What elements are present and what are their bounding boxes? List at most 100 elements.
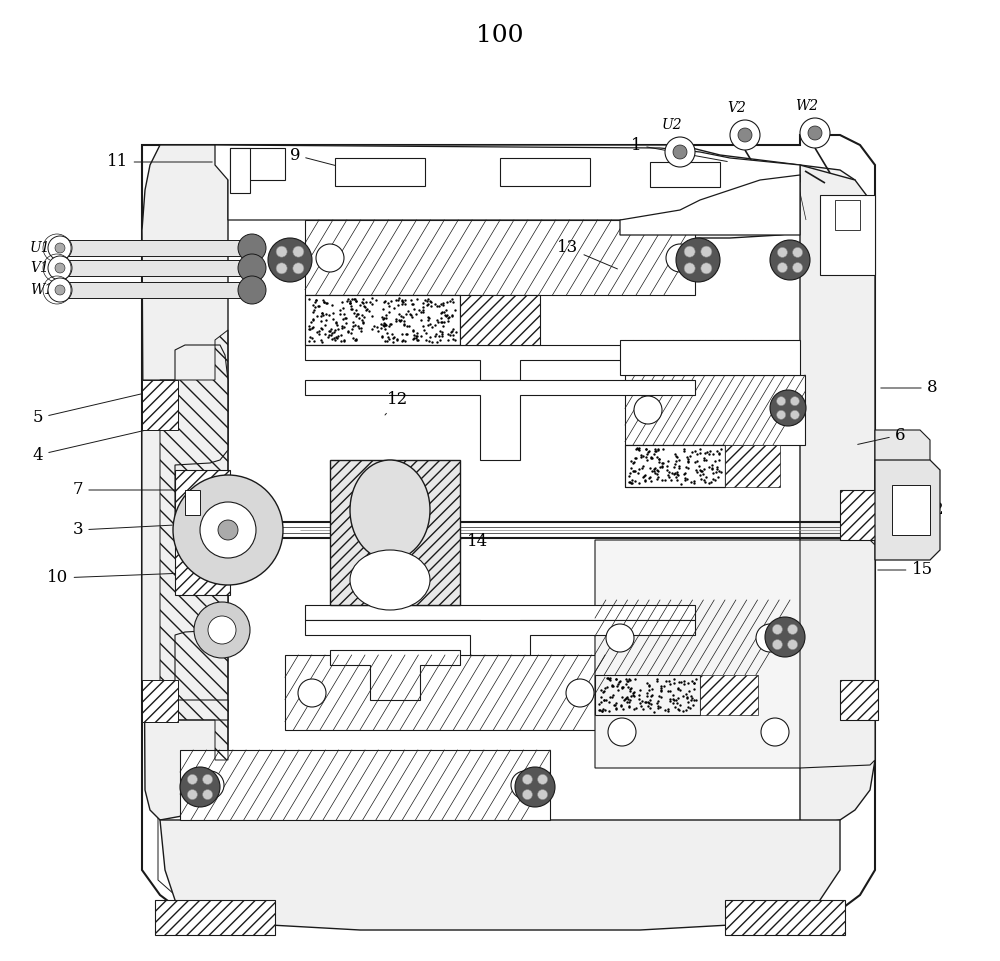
Point — [376, 294, 392, 309]
Point — [385, 334, 401, 350]
Bar — [820, 195, 875, 275]
Point — [612, 674, 628, 689]
Point — [332, 307, 348, 322]
Point — [600, 671, 616, 686]
Text: 7: 7 — [73, 481, 215, 499]
Point — [444, 291, 460, 307]
Point — [608, 672, 624, 687]
Point — [321, 324, 337, 339]
Circle shape — [790, 410, 799, 419]
Circle shape — [684, 246, 695, 258]
Bar — [230, 148, 285, 180]
Point — [672, 698, 688, 713]
Point — [677, 472, 693, 487]
Circle shape — [793, 247, 803, 258]
Point — [311, 298, 327, 313]
Point — [324, 297, 340, 312]
Point — [311, 326, 327, 341]
Point — [625, 685, 641, 701]
Point — [439, 294, 455, 309]
Point — [395, 333, 411, 348]
Point — [434, 327, 450, 342]
Point — [622, 692, 638, 707]
Point — [659, 458, 675, 474]
Text: 11: 11 — [107, 154, 212, 170]
Point — [340, 323, 356, 338]
Point — [395, 294, 411, 309]
Point — [438, 303, 454, 318]
Point — [593, 682, 609, 698]
Point — [705, 472, 721, 487]
Point — [376, 318, 392, 333]
Point — [669, 472, 685, 487]
Circle shape — [790, 397, 799, 406]
Point — [384, 327, 400, 342]
Point — [696, 461, 712, 477]
Point — [670, 468, 686, 483]
Point — [307, 299, 323, 314]
Point — [386, 330, 402, 345]
Circle shape — [208, 616, 236, 644]
Point — [315, 292, 331, 308]
Point — [359, 301, 375, 316]
Point — [369, 320, 385, 335]
Point — [301, 333, 317, 349]
Point — [434, 324, 450, 339]
Point — [621, 700, 637, 715]
Polygon shape — [160, 145, 858, 245]
Point — [692, 462, 708, 478]
Point — [323, 327, 339, 342]
Point — [422, 293, 438, 308]
Polygon shape — [215, 145, 800, 220]
Point — [416, 322, 432, 337]
Point — [336, 319, 352, 334]
Point — [419, 294, 435, 309]
Point — [305, 319, 321, 334]
Point — [386, 301, 402, 316]
Point — [604, 689, 620, 704]
Point — [692, 467, 708, 482]
Circle shape — [298, 679, 326, 707]
Point — [680, 676, 696, 691]
Circle shape — [772, 625, 782, 634]
Point — [670, 680, 686, 696]
Point — [635, 449, 651, 464]
Point — [641, 443, 657, 458]
Text: 4: 4 — [33, 426, 165, 463]
Point — [342, 296, 358, 311]
Point — [444, 308, 460, 323]
Point — [675, 688, 691, 703]
Bar — [835, 200, 860, 230]
Point — [680, 700, 696, 715]
Point — [607, 697, 623, 712]
Point — [374, 330, 390, 345]
Point — [394, 292, 410, 308]
Point — [378, 317, 394, 333]
Bar — [55, 240, 250, 256]
Point — [683, 693, 699, 708]
Point — [344, 291, 360, 307]
Circle shape — [276, 263, 287, 274]
Point — [654, 473, 670, 488]
Point — [608, 672, 624, 687]
Point — [415, 296, 431, 311]
Point — [676, 674, 692, 689]
Point — [647, 444, 663, 459]
Text: U2: U2 — [662, 118, 682, 132]
Point — [670, 690, 686, 705]
Point — [684, 444, 700, 459]
Circle shape — [203, 775, 213, 784]
Ellipse shape — [350, 460, 430, 560]
Point — [440, 310, 456, 326]
Point — [686, 675, 702, 690]
Point — [427, 317, 443, 333]
Point — [314, 334, 330, 350]
Point — [334, 320, 350, 335]
Circle shape — [765, 617, 805, 657]
Point — [643, 696, 659, 711]
Point — [595, 684, 611, 700]
Point — [309, 308, 325, 324]
Bar — [625, 445, 725, 487]
Point — [610, 682, 626, 698]
Point — [433, 306, 449, 321]
